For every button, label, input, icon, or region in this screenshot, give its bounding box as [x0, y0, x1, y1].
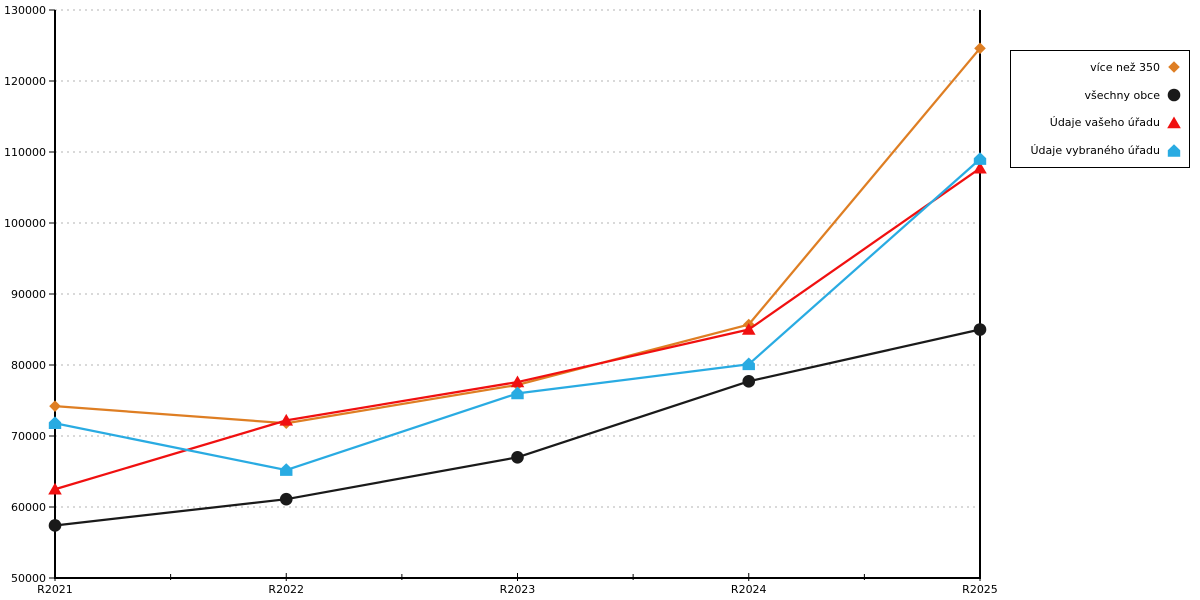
- y-axis-tick-label: 60000: [11, 501, 46, 514]
- data-point-triangle: [279, 413, 294, 426]
- y-axis-tick-label: 90000: [11, 288, 46, 301]
- y-axis-tick-label: 110000: [4, 146, 46, 159]
- data-point-pentagon: [742, 357, 755, 371]
- y-axis-tick-label: 120000: [4, 75, 46, 88]
- x-axis-tick-label: R2023: [500, 583, 536, 596]
- y-axis-tick-label: 80000: [11, 359, 46, 372]
- y-axis-tick-label: 100000: [4, 217, 46, 230]
- legend-marker-diamond-glyph: [1168, 61, 1180, 74]
- series-line-pentagon: [53, 157, 982, 472]
- legend-marker-triangle-icon: [1167, 116, 1181, 129]
- legend-marker-circle-glyph: [1167, 88, 1181, 102]
- series-line-triangle: [53, 167, 982, 491]
- legend-item: více než 350: [1011, 54, 1189, 81]
- legend-marker-pentagon-icon: [1167, 143, 1181, 157]
- legend-label: všechny obce: [1084, 88, 1160, 102]
- legend-marker-pentagon-glyph: [1167, 143, 1181, 157]
- legend: více než 350 všechny obce Údaje vašeho úřa…: [1010, 50, 1190, 168]
- data-point-pentagon: [48, 416, 62, 430]
- data-point-circle: [279, 492, 293, 506]
- y-axis-tick-label: 130000: [4, 4, 46, 17]
- legend-marker-triangle-glyph: [1167, 116, 1181, 129]
- legend-item: všechny obce: [1011, 82, 1189, 109]
- legend-marker-diamond-icon: [1168, 61, 1180, 74]
- data-point-triangle: [741, 323, 756, 335]
- data-point-pentagon: [511, 386, 524, 400]
- legend-item: Údaje vybraného úřadu: [1011, 137, 1189, 164]
- legend-label: více než 350: [1090, 60, 1160, 74]
- legend-marker-circle-icon: [1167, 88, 1181, 102]
- y-axis-tick-label: 50000: [11, 572, 46, 585]
- x-axis-tick-label: R2024: [731, 583, 767, 596]
- data-point-triangle: [48, 482, 62, 495]
- series-line-circle: [53, 328, 982, 527]
- series-line-diamond: [53, 47, 982, 425]
- data-point-pentagon: [973, 152, 987, 165]
- data-point-pentagon: [280, 463, 293, 476]
- data-point-triangle: [973, 161, 987, 174]
- x-axis-tick-label: R2021: [37, 583, 73, 596]
- x-axis-tick-label: R2022: [268, 583, 304, 596]
- data-point-diamond: [49, 400, 61, 412]
- data-point-circle: [742, 375, 756, 388]
- data-point-diamond: [974, 42, 986, 55]
- data-point-circle: [48, 519, 62, 532]
- x-axis-tick-label: R2025: [962, 583, 998, 596]
- data-point-circle: [973, 323, 987, 336]
- legend-item: Údaje vašeho úřadu: [1011, 109, 1189, 136]
- y-axis-tick-label: 70000: [11, 430, 46, 443]
- legend-label: Údaje vybraného úřadu: [1030, 144, 1161, 158]
- data-point-triangle: [510, 375, 525, 388]
- data-point-circle: [511, 451, 524, 464]
- legend-label: Údaje vašeho úřadu: [1049, 116, 1160, 130]
